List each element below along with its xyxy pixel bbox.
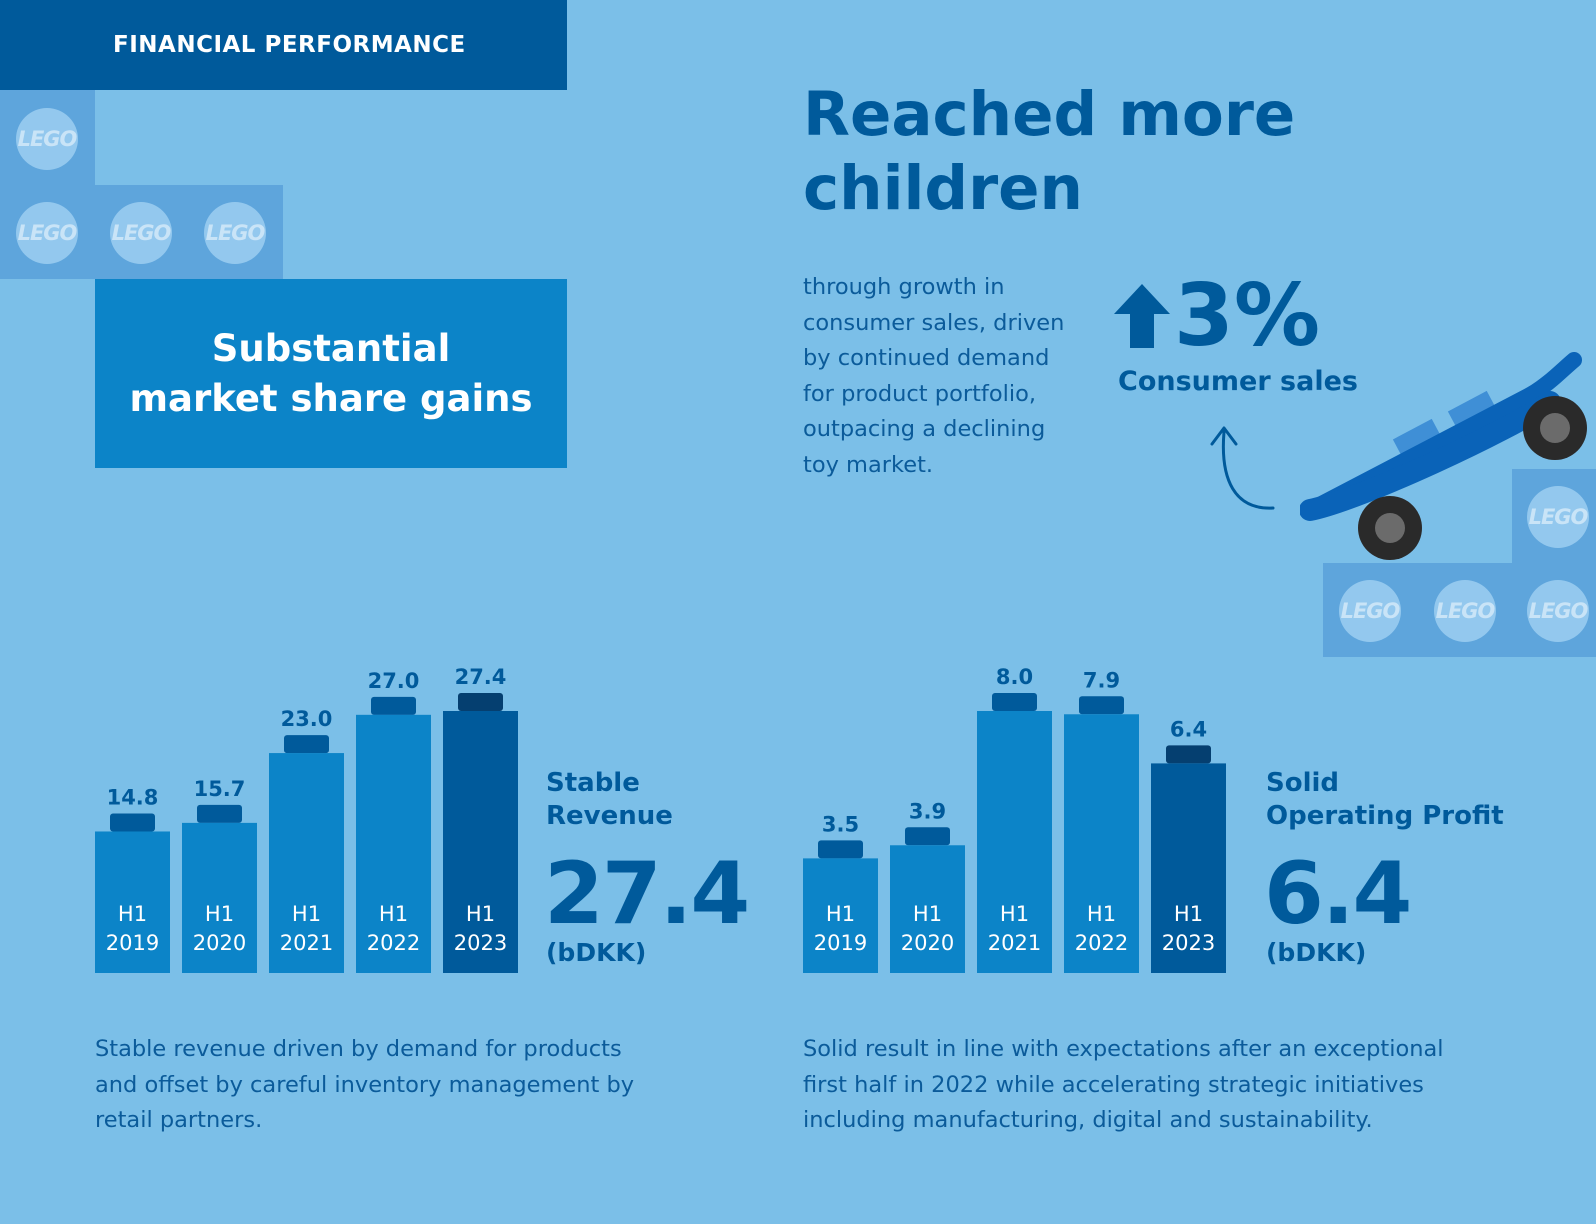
skateboard-illustration [1300,352,1587,560]
chart-bar-group: 14.8 H1 2019 [95,785,170,973]
consumer-sales-label: Consumer sales [1118,366,1358,397]
chart-bar [443,711,518,973]
bar-category-label: 2023 [454,931,507,955]
bar-value-label: 27.4 [455,665,507,689]
revenue-bar-chart: 14.8 H1 2019 15.7 H1 2020 23.0 H1 2021 27.0 H1 2022… [95,665,518,973]
bar-value-label: 23.0 [281,707,333,731]
bar-value-label: 8.0 [996,665,1033,689]
arrow-up-icon [1114,284,1170,348]
bar-category-label: 2019 [106,931,159,955]
bar-value-label: 7.9 [1083,668,1120,692]
chart-bar-group: 27.0 H1 2022 [356,669,431,973]
bar-category-label: H1 [205,902,234,926]
bar-category-label: H1 [292,902,321,926]
chart-bar-group: 3.5 H1 2019 [803,812,878,973]
bar-value-label: 3.9 [909,799,946,823]
bar-value-label: 15.7 [194,777,246,801]
bar-stud [905,827,950,846]
bar-value-label: 14.8 [107,785,159,809]
lego-stud-icon: LEGO [204,202,266,264]
bar-category-label: 2023 [1162,931,1215,955]
revenue-kpi-title: Stable Revenue [546,768,673,831]
bar-category-label: 2021 [280,931,333,955]
profit-footnote: Solid result in line with expectations a… [803,1036,1444,1133]
bar-stud [458,693,503,711]
bar-category-label: H1 [826,902,855,926]
chart-bar [977,711,1052,973]
reach-title: Reached more children [803,79,1296,224]
bar-stud [818,840,863,859]
bar-stud [197,804,242,823]
chart-bar-group: 7.9 H1 2022 [1064,668,1139,973]
profit-kpi-title: Solid Operating Profit [1266,768,1504,831]
bar-category-label: H1 [118,902,147,926]
lego-stud-icon: LEGO [1527,486,1589,548]
bar-stud [371,696,416,715]
lego-stud-icon: LEGO [16,108,78,170]
lego-stud-icon: LEGO [1527,580,1589,642]
chart-bar-group: 3.9 H1 2020 [890,799,965,973]
bar-category-label: H1 [379,902,408,926]
bar-value-label: 6.4 [1170,717,1207,741]
market-share-callout: Substantial market share gains [95,279,567,468]
chart-bar-group: 27.4 H1 2023 [443,665,518,973]
bar-value-label: 3.5 [822,812,859,836]
revenue-kpi-unit: (bDKK) [546,938,647,967]
revenue-kpi-value: 27.4 [544,844,750,944]
bar-stud [992,693,1037,711]
chart-bar [1151,763,1226,973]
bar-category-label: H1 [1174,902,1203,926]
profit-kpi-unit: (bDKK) [1266,938,1367,967]
chart-bar [182,822,257,973]
lego-stud-icon: LEGO [1339,580,1401,642]
curved-arrow-icon [1210,426,1275,510]
chart-bar-group: 23.0 H1 2021 [269,707,344,973]
bar-value-label: 27.0 [368,669,420,693]
bar-category-label: 2020 [901,931,954,955]
market-share-line2: market share gains [129,376,533,420]
bar-category-label: 2022 [1075,931,1128,955]
chart-bar [95,831,170,973]
consumer-sales-stat: 3% [1110,268,1320,364]
chart-bar-group: 8.0 H1 2021 [977,665,1052,973]
chart-bar [356,714,431,973]
chart-bar-group: 15.7 H1 2020 [182,777,257,973]
bar-category-label: H1 [1000,902,1029,926]
chart-bar-group: 6.4 H1 2023 [1151,717,1226,973]
chart-bar [890,845,965,973]
bar-stud [1166,745,1211,764]
chart-bar [1064,714,1139,973]
reach-description: through growth in consumer sales, driven… [803,274,1065,478]
lego-stud-icon: LEGO [16,202,78,264]
market-share-line1: Substantial [211,326,451,370]
profit-kpi-value: 6.4 [1264,844,1412,944]
bar-stud [1079,696,1124,715]
bar-category-label: H1 [913,902,942,926]
section-header: FINANCIAL PERFORMANCE [0,0,567,90]
bar-category-label: H1 [1087,902,1116,926]
chart-bar [269,753,344,973]
lego-stud-icon: LEGO [110,202,172,264]
revenue-footnote: Stable revenue driven by demand for prod… [95,1036,635,1133]
bar-category-label: H1 [466,902,495,926]
chart-bar [803,858,878,973]
bar-category-label: 2021 [988,931,1041,955]
bar-category-label: 2022 [367,931,420,955]
bar-stud [284,735,329,754]
bar-category-label: 2020 [193,931,246,955]
bar-stud [110,813,155,832]
operating-profit-bar-chart: 3.5 H1 2019 3.9 H1 2020 8.0 H1 2021 7.9 H1 2022 6.4 H… [803,665,1226,973]
section-label: FINANCIAL PERFORMANCE [113,32,466,58]
bar-category-label: 2019 [814,931,867,955]
consumer-sales-value: 3% [1174,266,1321,366]
lego-stud-icon: LEGO [1434,580,1496,642]
